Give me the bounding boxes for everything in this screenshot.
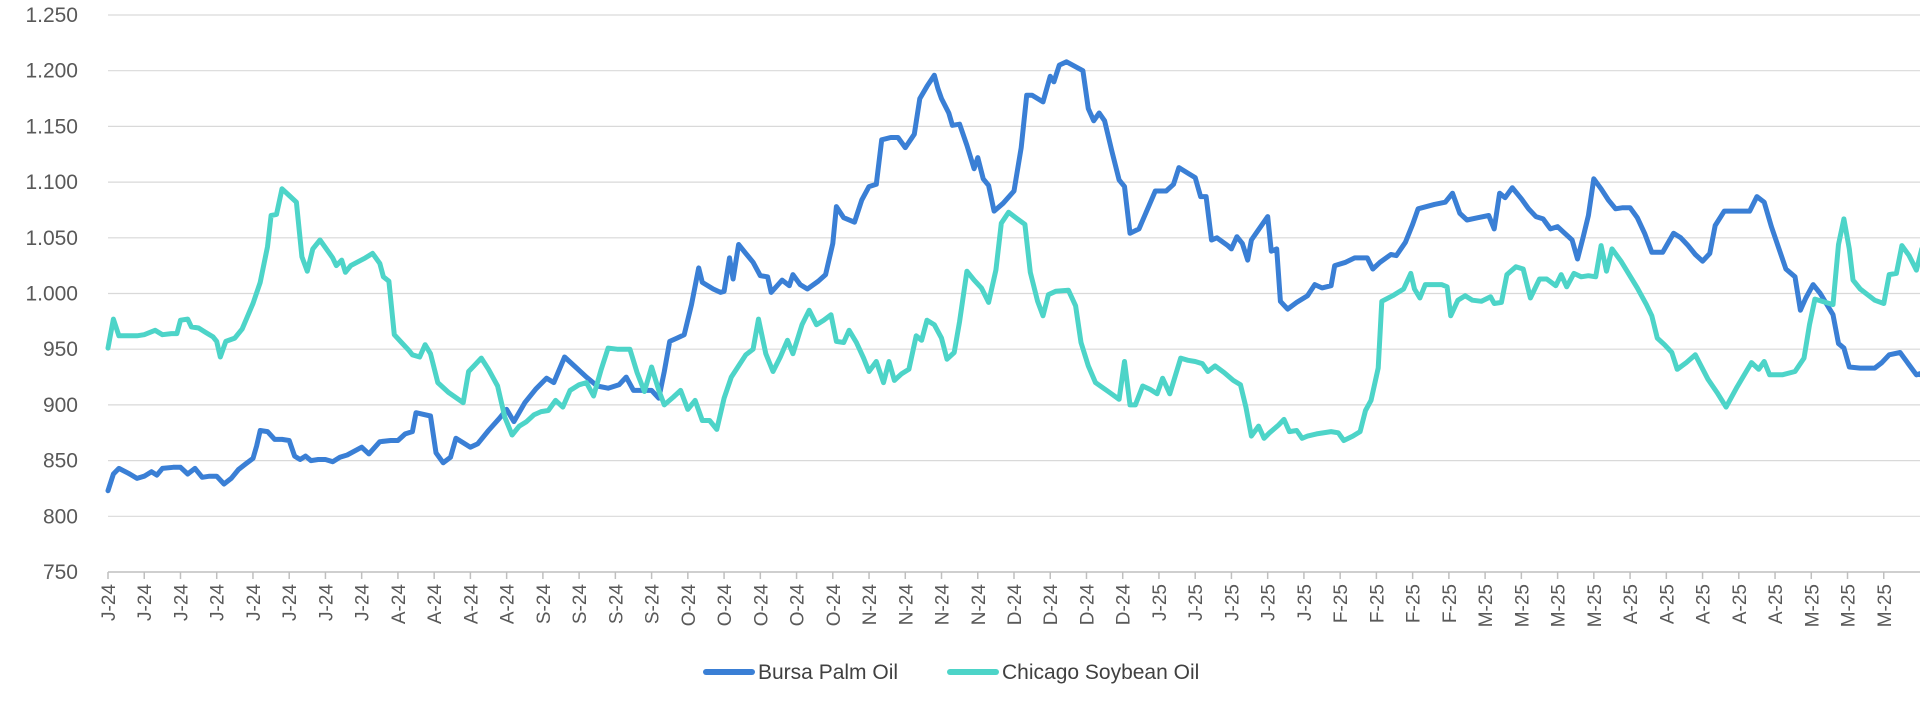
x-tick-label: A-25 [1621,584,1642,624]
legend-label-chicago-soybean-oil: Chicago Soybean Oil [1002,661,1199,684]
x-tick-label: D-24 [1077,584,1098,626]
x-tick-label: J-25 [1295,584,1316,621]
x-tick-label: M-25 [1549,584,1570,627]
x-tick-label: F-25 [1404,584,1425,623]
y-tick-label: 800 [43,505,78,528]
x-tick-label: F-25 [1440,584,1461,623]
x-tick-label: M-25 [1802,584,1823,627]
y-tick-label: 850 [43,450,78,473]
x-tick-label: D-24 [1114,584,1135,626]
x-tick-label: S-24 [606,584,627,625]
x-tick-label: O-24 [788,584,809,627]
x-tick-label: J-24 [316,584,337,621]
y-tick-label: 1.000 [25,283,78,306]
x-tick-label: J-25 [1150,584,1171,621]
y-tick-label: 1.150 [25,115,78,138]
legend: Bursa Palm Oil Chicago Soybean Oil [703,661,1199,684]
series-line-bursa-palm-oil [105,59,1920,494]
x-tick-label: J-24 [244,584,265,621]
x-tick-label: A-25 [1766,584,1787,624]
x-tick-label: S-24 [570,584,591,625]
x-tick-label: A-24 [389,584,410,625]
x-tick-label: D-24 [1041,584,1062,626]
x-axis-ticks: J-24 J-24 J-24 J-24 J-24 J-24 J-24 J-24 A-24 A-24… [99,572,1896,627]
x-tick-label: N-24 [896,584,917,626]
y-tick-label: 1.250 [25,4,78,27]
x-tick-label: J-24 [135,584,156,621]
x-tick-label: A-25 [1694,584,1715,624]
x-tick-label: J-25 [1222,584,1243,621]
y-tick-label: 1.050 [25,227,78,250]
x-tick-label: A-25 [1730,584,1751,624]
series-line-chicago-soybean-oil [105,186,1920,443]
x-tick-label: F-25 [1367,584,1388,623]
x-tick-label: N-24 [933,584,954,626]
x-tick-label: A-24 [498,584,519,625]
x-tick-label: J-24 [280,584,301,621]
y-tick-label: 750 [43,561,78,584]
x-tick-label: M-25 [1512,584,1533,627]
x-tick-label: A-24 [461,584,482,625]
x-tick-label: J-24 [353,584,374,621]
y-tick-label: 950 [43,338,78,361]
x-tick-label: O-24 [679,584,700,627]
x-tick-label: S-24 [534,584,555,625]
y-axis-ticks: 750 800 850 900 950 1.000 1.050 1.100 1.150 1.200… [25,4,78,584]
x-tick-label: N-24 [969,584,990,626]
x-tick-label: S-24 [643,584,664,625]
series-lines [105,59,1920,494]
y-tick-label: 1.200 [25,60,78,83]
x-tick-label: M-25 [1875,584,1896,627]
x-tick-label: O-24 [751,584,772,627]
x-tick-label: O-24 [715,584,736,627]
x-tick-label: J-24 [99,584,120,621]
x-tick-label: N-24 [860,584,881,626]
x-tick-label: O-24 [824,584,845,627]
legend-label-bursa-palm-oil: Bursa Palm Oil [758,661,898,684]
x-tick-label: M-25 [1839,584,1860,627]
x-tick-label: A-25 [1657,584,1678,624]
x-tick-label: M-25 [1585,584,1606,627]
y-tick-label: 900 [43,394,78,417]
x-tick-label: J-25 [1186,584,1207,621]
x-tick-label: A-24 [425,584,446,625]
x-tick-label: D-24 [1005,584,1026,626]
x-tick-label: J-24 [208,584,229,621]
x-tick-label: J-25 [1259,584,1280,621]
x-tick-label: J-24 [171,584,192,621]
y-tick-label: 1.100 [25,171,78,194]
x-tick-label: F-25 [1331,584,1352,623]
x-tick-label: M-25 [1476,584,1497,627]
